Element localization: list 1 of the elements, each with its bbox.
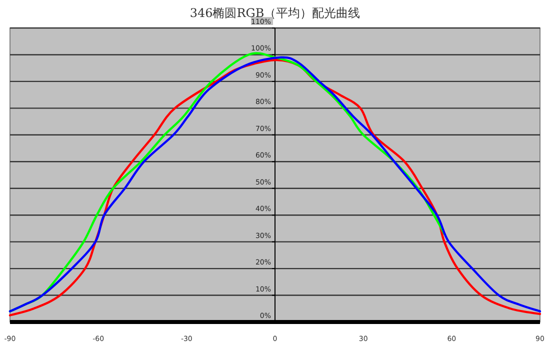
chart-title: 346椭圆RGB（平均）配光曲线 — [190, 6, 360, 20]
